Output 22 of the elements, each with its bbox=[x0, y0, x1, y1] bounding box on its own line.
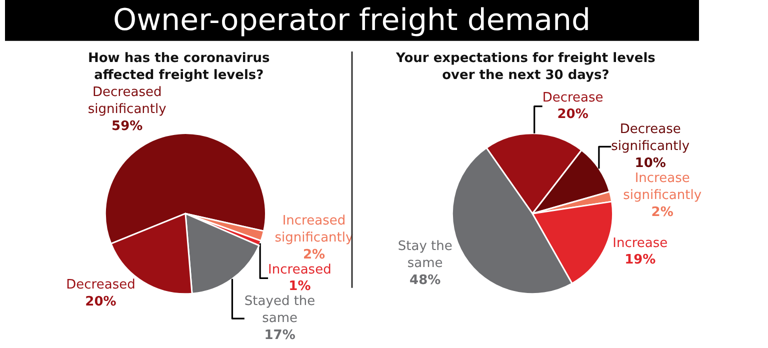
slice-label: Decreased significantly bbox=[88, 84, 167, 117]
slice-label: Increase bbox=[612, 236, 668, 251]
data-label: 2% bbox=[651, 204, 674, 220]
slice-label: Decrease bbox=[542, 90, 604, 106]
data-label: 19% bbox=[624, 252, 656, 268]
chart-title: How has the coronavirus affected freight levels? bbox=[88, 51, 270, 83]
data-label: 59% bbox=[112, 118, 143, 134]
slice-label: Decreased bbox=[66, 278, 136, 293]
slice-label: Stay the same bbox=[398, 239, 452, 271]
data-label: 2% bbox=[302, 247, 326, 262]
data-label: 20% bbox=[85, 294, 116, 310]
data-label: 1% bbox=[288, 279, 311, 294]
data-label: 20% bbox=[557, 107, 588, 122]
slice-label: Increase significantly bbox=[623, 171, 702, 203]
data-label: 48% bbox=[410, 272, 441, 288]
chart-title: Your expectations for freight levels over the next 30 days? bbox=[395, 51, 656, 83]
data-label: 17% bbox=[264, 328, 296, 343]
slice-label: Stayed the same bbox=[244, 294, 316, 326]
data-label: 10% bbox=[634, 156, 666, 172]
slice-label: Decrease significantly bbox=[611, 122, 690, 154]
text: Owner-operator freight demand bbox=[113, 3, 591, 38]
slice-label: Increased bbox=[268, 262, 332, 278]
